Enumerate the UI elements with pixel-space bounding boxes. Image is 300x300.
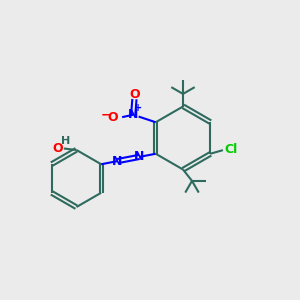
Text: O: O	[52, 142, 63, 155]
Text: Cl: Cl	[225, 143, 238, 156]
Text: N: N	[128, 108, 138, 121]
Text: O: O	[129, 88, 140, 100]
Text: H: H	[61, 136, 70, 146]
Text: −: −	[100, 108, 111, 121]
Text: N: N	[134, 150, 145, 164]
Text: +: +	[134, 103, 142, 113]
Text: O: O	[107, 111, 118, 124]
Text: N: N	[112, 154, 123, 168]
